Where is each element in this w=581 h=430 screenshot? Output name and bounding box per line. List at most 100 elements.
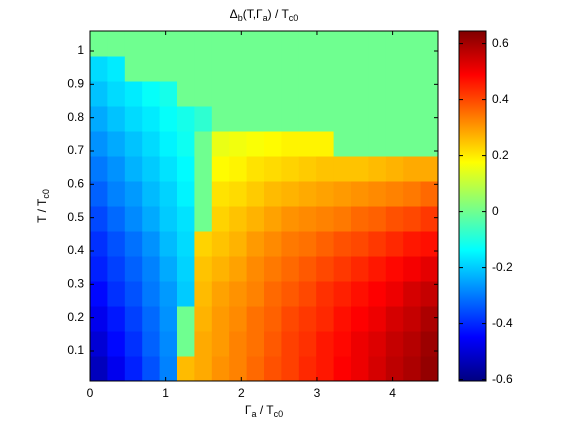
heatmap-cell — [351, 131, 369, 157]
subscript: a — [251, 409, 256, 419]
chart-title: Δb​(T,Γa​) / Tc0​ — [230, 7, 299, 23]
colorbar-tick-label: 0 — [492, 204, 499, 218]
heatmap-cell — [420, 81, 439, 107]
heatmap-cell — [246, 31, 265, 57]
heatmap-cell — [194, 231, 213, 257]
heatmap-cell — [246, 331, 265, 357]
heatmap-cell — [385, 181, 404, 207]
heatmap-cell — [298, 281, 317, 307]
heatmap-cell — [281, 306, 300, 332]
heatmap-cell — [351, 306, 369, 332]
heatmap-cell — [316, 31, 335, 57]
heatmap-cell — [159, 306, 178, 332]
heatmap-cell — [420, 231, 439, 257]
heatmap-cell — [316, 356, 335, 382]
heatmap-cell — [229, 81, 248, 107]
subscript: c0 — [289, 13, 299, 23]
heatmap-cell — [107, 106, 126, 132]
heatmap-cell — [194, 256, 213, 282]
heatmap-cell — [298, 56, 317, 82]
heatmap-cell — [264, 56, 282, 82]
colorbar-tick-label: -0.4 — [492, 316, 513, 330]
heatmap-cell — [159, 31, 178, 57]
heatmap-cell — [385, 256, 404, 282]
heatmap-cell — [333, 181, 352, 207]
heatmap-cell — [385, 306, 404, 332]
heatmap-cell — [333, 306, 352, 332]
heatmap-cell — [142, 56, 161, 82]
heatmap-cell — [107, 31, 126, 57]
x-axis-label: Γa​ / Tc0​ — [245, 403, 283, 419]
heatmap-cell — [420, 181, 439, 207]
y-tick-label: 0.1 — [67, 343, 84, 357]
heatmap-cell — [298, 306, 317, 332]
heatmap-cell — [229, 31, 248, 57]
heatmap-cell — [124, 231, 143, 257]
heatmap-cell — [316, 131, 335, 157]
heatmap-cell — [368, 256, 387, 282]
heatmap-cell — [298, 81, 317, 107]
heatmap-cell — [194, 106, 213, 132]
heatmap-cell — [333, 231, 352, 257]
heatmap-cell — [159, 331, 178, 357]
subscript: c0 — [274, 409, 284, 419]
heatmap-cell — [246, 106, 265, 132]
heatmap-cell — [142, 306, 161, 332]
heatmap-cell — [333, 31, 352, 57]
heatmap-cell — [385, 281, 404, 307]
heatmap-cell — [264, 281, 282, 307]
heatmap-cell — [403, 156, 422, 182]
heatmap-cell — [229, 356, 248, 382]
heatmap-cell — [264, 131, 282, 157]
heatmap-cell — [264, 81, 282, 107]
heatmap-cell — [194, 281, 213, 307]
heatmap-cell — [211, 306, 230, 332]
heatmap-cell — [211, 131, 230, 157]
heatmap-cell — [368, 31, 387, 57]
heatmap-cell — [177, 356, 195, 382]
heatmap-cell — [385, 231, 404, 257]
subscript: c0 — [41, 189, 51, 199]
heatmap-cell — [368, 206, 387, 232]
colorbar — [458, 30, 487, 382]
heatmap-cell — [90, 156, 108, 182]
heatmap-cell — [177, 256, 195, 282]
heatmap-cell — [420, 131, 439, 157]
colorbar-tick-label: 0.6 — [492, 36, 509, 50]
heatmap-cell — [368, 181, 387, 207]
heatmap-cell — [124, 356, 143, 382]
heatmap-cell — [420, 206, 439, 232]
plot-frame — [89, 30, 439, 382]
heatmap-cell — [333, 106, 352, 132]
heatmap-cell — [385, 131, 404, 157]
heatmap-cell — [333, 281, 352, 307]
text-part: T / T — [35, 198, 49, 223]
colorbar-tick-label: 0.2 — [492, 148, 509, 162]
y-tick-label: 0.9 — [67, 77, 84, 91]
heatmap-cell — [281, 181, 300, 207]
heatmap-cell — [194, 131, 213, 157]
heatmap-cell — [264, 181, 282, 207]
colorbar-tick-label: -0.6 — [492, 372, 513, 386]
heatmap-cell — [90, 306, 108, 332]
heatmap-cell — [142, 106, 161, 132]
heatmap-cell — [298, 206, 317, 232]
heatmap-cell — [90, 206, 108, 232]
heatmap-cell — [316, 281, 335, 307]
heatmap-cell — [351, 281, 369, 307]
text-part: / T — [256, 403, 274, 417]
heatmap-cell — [211, 81, 230, 107]
heatmap-cell — [385, 206, 404, 232]
heatmap-cell — [211, 56, 230, 82]
x-tick-label: 0 — [87, 386, 94, 400]
heatmap-cell — [142, 331, 161, 357]
heatmap-cell — [194, 206, 213, 232]
heatmap-cell — [264, 231, 282, 257]
heatmap-cell — [316, 256, 335, 282]
heatmap-cell — [281, 31, 300, 57]
heatmap-cell — [229, 181, 248, 207]
heatmap-cell — [351, 106, 369, 132]
heatmap-cell — [281, 106, 300, 132]
heatmap-cell — [368, 131, 387, 157]
heatmap-cell — [298, 106, 317, 132]
